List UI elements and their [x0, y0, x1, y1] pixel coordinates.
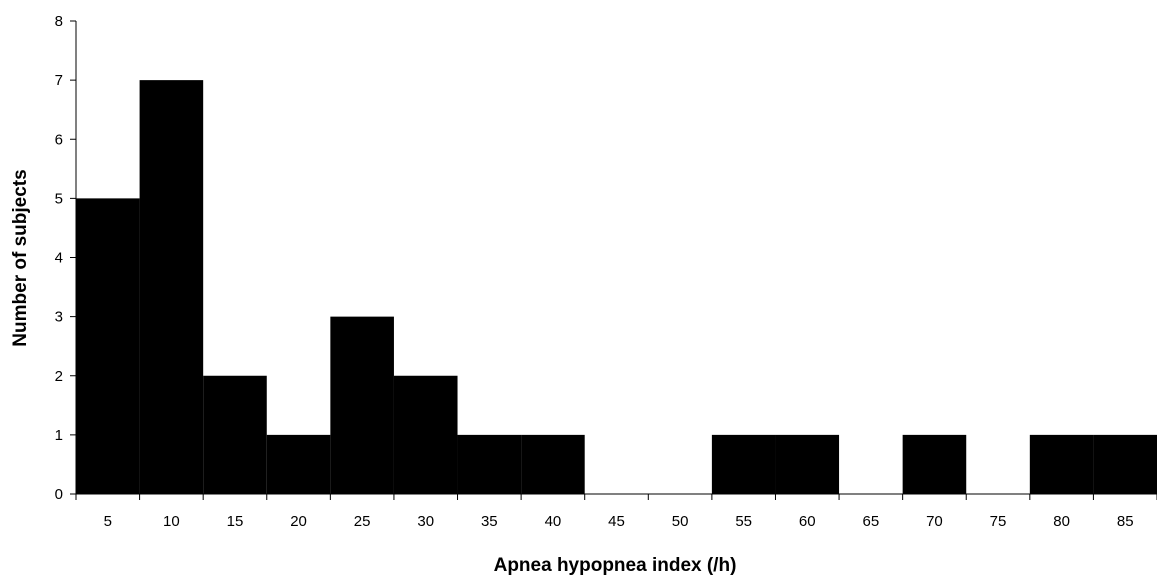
bar-40 [521, 434, 585, 494]
bar-30 [393, 375, 458, 494]
y-tick-label: 7 [55, 72, 63, 89]
y-tick-labels: 0 1 2 3 4 5 6 7 8 [55, 13, 63, 503]
y-tick-label: 1 [55, 427, 63, 444]
bar-85 [1093, 434, 1157, 494]
y-tick-label: 0 [55, 486, 63, 503]
y-axis-title: Number of subjects [10, 169, 31, 346]
bar-55 [711, 434, 776, 494]
x-tick-label: 80 [1053, 513, 1070, 530]
x-axis-title: Apnea hypopnea index (/h) [494, 555, 737, 576]
x-tick-label: 25 [354, 513, 371, 530]
x-tick-label: 55 [735, 513, 752, 530]
bar-20 [266, 434, 331, 494]
bar-35 [457, 434, 522, 494]
x-tick-label: 40 [545, 513, 562, 530]
bar-25 [330, 316, 394, 494]
x-tick-labels: 5 10 15 20 25 30 35 40 45 50 55 60 65 70 75 80 85 [104, 513, 1134, 530]
bar-10 [139, 80, 204, 494]
x-tick-label: 15 [227, 513, 244, 530]
x-tick-label: 75 [990, 513, 1007, 530]
x-tick-label: 20 [290, 513, 307, 530]
bar-70 [902, 434, 967, 494]
x-tick-label: 10 [163, 513, 180, 530]
x-tick-label: 35 [481, 513, 498, 530]
bar-80 [1029, 434, 1094, 494]
x-tick-label: 65 [863, 513, 880, 530]
bars-group [76, 80, 1157, 494]
bar-60 [775, 434, 840, 494]
y-tick-label: 2 [55, 368, 63, 385]
bar-15 [203, 375, 267, 494]
y-tick-label: 5 [55, 190, 63, 207]
y-tick-label: 6 [55, 131, 63, 148]
y-tick-label: 8 [55, 13, 63, 30]
y-tick-label: 3 [55, 309, 63, 326]
x-tick-label: 30 [417, 513, 434, 530]
x-tick-label: 5 [104, 513, 112, 530]
bar-5 [76, 198, 140, 494]
x-tick-label: 45 [608, 513, 625, 530]
x-tick-label: 60 [799, 513, 816, 530]
axes-group [70, 20, 1157, 500]
y-tick-label: 4 [55, 250, 63, 267]
x-tick-label: 70 [926, 513, 943, 530]
x-tick-label: 50 [672, 513, 689, 530]
x-tick-label: 85 [1117, 513, 1134, 530]
